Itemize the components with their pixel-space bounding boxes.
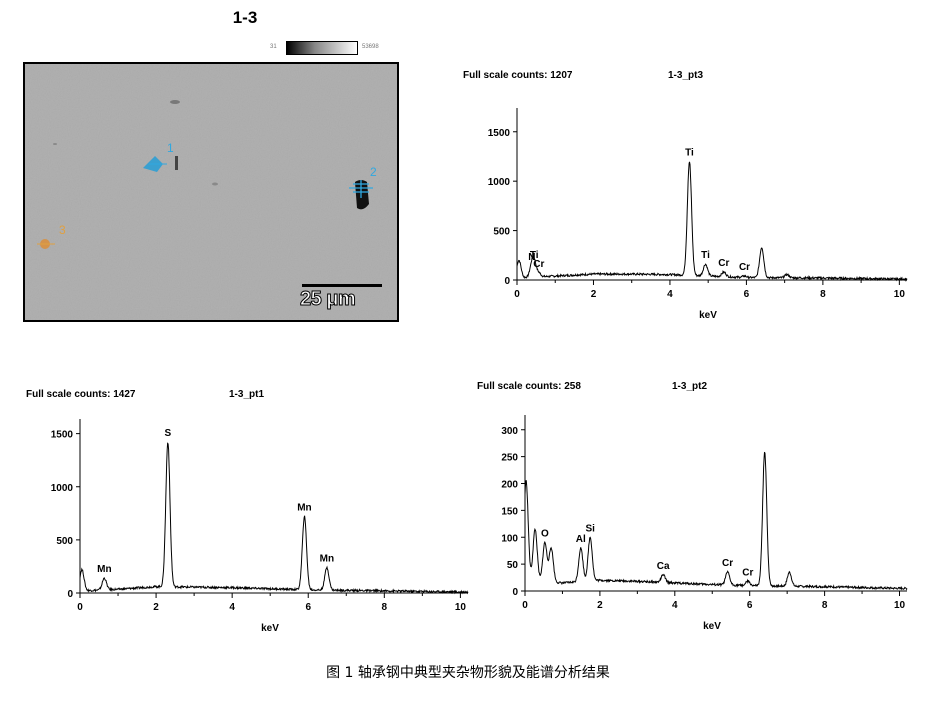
peak-label-ti: Ti (685, 147, 694, 158)
colorbar-min-label: 31 (270, 44, 277, 50)
x-tick-label: 10 (894, 289, 906, 300)
peak-label-n: N (528, 252, 535, 263)
x-tick-label: 4 (672, 600, 678, 611)
inclusion-2-particle (355, 180, 369, 210)
sem-micrograph: 1 2 3 (23, 62, 399, 322)
x-tick-label: 0 (77, 602, 83, 613)
x-axis-label: keV (261, 623, 279, 634)
pt2-counts-header: Full scale counts: 258 (477, 381, 581, 392)
peak-label-si: Si (585, 523, 595, 534)
colorbar-max-label: 53698 (362, 44, 379, 50)
x-tick-label: 6 (305, 602, 311, 613)
micrograph-title: 1-3 (232, 8, 258, 27)
x-tick-label: 10 (455, 602, 467, 613)
peak-label-cr: Cr (739, 262, 750, 273)
x-tick-label: 2 (597, 600, 603, 611)
peak-label-s: S (165, 428, 172, 439)
y-tick-label: 1500 (51, 430, 74, 441)
marker-1-label: 1 (167, 141, 174, 155)
x-tick-label: 6 (744, 289, 750, 300)
x-tick-label: 8 (822, 600, 828, 611)
y-tick-label: 250 (501, 453, 518, 464)
peak-label-ti: Ti (530, 250, 539, 261)
y-tick-label: 0 (504, 276, 510, 287)
y-tick-label: 1500 (488, 128, 511, 139)
spectrum-line (524, 451, 908, 591)
y-tick-label: 1000 (51, 483, 74, 494)
x-tick-label: 2 (591, 289, 597, 300)
spectrum-line (516, 161, 908, 282)
y-tick-label: 500 (493, 227, 510, 238)
x-axis-label: keV (699, 310, 717, 321)
x-tick-label: 10 (894, 600, 906, 611)
y-tick-label: 200 (501, 480, 518, 491)
peak-label-ti: Ti (701, 250, 710, 261)
peak-label-cr: Cr (718, 258, 729, 269)
peak-label-mn: Mn (320, 554, 334, 565)
pt3-counts-header: Full scale counts: 1207 (463, 70, 573, 81)
peak-label-cr: Cr (533, 259, 544, 270)
peak-label-mn: Mn (97, 564, 111, 575)
x-tick-label: 8 (820, 289, 826, 300)
y-tick-label: 1000 (488, 177, 511, 188)
y-tick-label: 500 (56, 536, 73, 547)
x-tick-label: 8 (382, 602, 388, 613)
x-tick-label: 2 (153, 602, 159, 613)
colorbar (286, 41, 358, 55)
x-tick-label: 0 (522, 600, 528, 611)
x-tick-label: 0 (514, 289, 520, 300)
pt3-name-header: 1-3_pt3 (668, 70, 704, 81)
y-tick-label: 150 (501, 506, 518, 517)
peak-label-cr: Cr (722, 558, 733, 569)
inclusion-1-dark-streak (175, 156, 178, 170)
pt1-counts-header: Full scale counts: 1427 (26, 389, 136, 400)
spectrum-chart-pt1: 0 500 1000 1500 0 2 4 6 8 10 keV Mn S Mn Mn (51, 419, 469, 634)
figure-caption: 图 1 轴承钢中典型夹杂物形貌及能谱分析结果 (326, 665, 610, 681)
x-tick-label: 4 (229, 602, 235, 613)
y-tick-label: 300 (501, 426, 518, 437)
y-tick-label: 0 (512, 587, 518, 598)
spectrum-line (79, 442, 469, 595)
peak-label-cr: Cr (742, 567, 753, 578)
marker-3-label: 3 (59, 223, 66, 237)
x-tick-label: 6 (747, 600, 753, 611)
pt2-name-header: 1-3_pt2 (672, 381, 708, 392)
x-axis-label: keV (703, 621, 721, 632)
peak-label-o: O (541, 529, 549, 540)
marker-2-label: 2 (370, 165, 377, 179)
y-tick-label: 100 (501, 533, 518, 544)
pt1-name-header: 1-3_pt1 (229, 389, 265, 400)
marker-2-crosshair (349, 180, 373, 198)
scale-bar-label: 25 μm (299, 288, 356, 311)
y-tick-label: 0 (67, 589, 73, 600)
sem-image-canvas: 1 2 3 (25, 64, 397, 320)
x-tick-label: 4 (667, 289, 673, 300)
peak-label-al: Al (576, 534, 586, 545)
y-tick-label: 50 (507, 560, 519, 571)
peak-label-ca: Ca (657, 561, 670, 572)
peak-label-mn: Mn (297, 503, 311, 514)
scale-bar (302, 284, 382, 287)
